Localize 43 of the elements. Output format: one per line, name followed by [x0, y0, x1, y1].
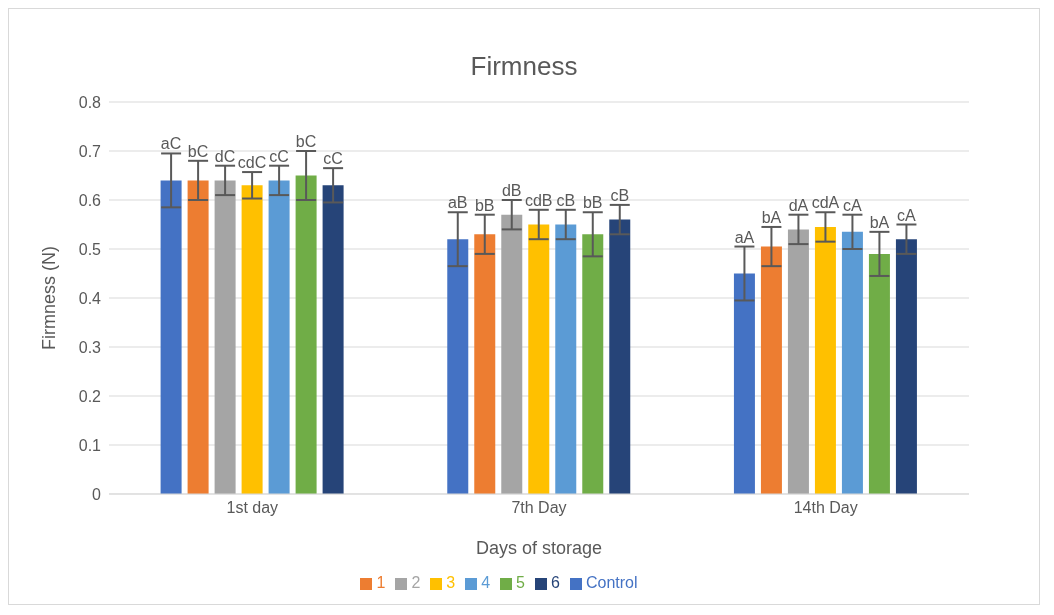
data-label: dA — [788, 196, 809, 214]
x-axis-title: Days of storage — [475, 538, 603, 558]
legend-label: 4 — [481, 574, 491, 591]
x-tick-label: 14th Day — [793, 499, 858, 517]
data-label: cdB — [524, 191, 553, 209]
data-label: cA — [843, 196, 863, 214]
y-tick-label: 0.3 — [78, 338, 102, 356]
data-label: cB — [556, 191, 576, 209]
data-label: bA — [761, 208, 782, 226]
legend-label: 1 — [376, 574, 386, 591]
y-tick-label: 0 — [92, 485, 102, 503]
y-tick-label: 0.4 — [78, 289, 102, 307]
legend-label: 2 — [411, 574, 421, 591]
legend-label: Control — [585, 574, 638, 591]
data-label: cdA — [811, 194, 840, 212]
y-axis-title: Firmness (N) — [39, 246, 60, 350]
data-label: cA — [897, 206, 917, 224]
data-label: cC — [323, 150, 343, 168]
legend-label: 3 — [446, 574, 456, 591]
x-tick-label: 1st day — [226, 499, 279, 517]
data-label: dB — [501, 182, 522, 199]
x-tick-label: 7th Day — [511, 499, 567, 517]
data-label: cC — [269, 147, 289, 165]
y-tick-label: 0.2 — [78, 387, 102, 405]
data-label: cdC — [237, 154, 267, 172]
data-label: bA — [869, 213, 890, 231]
data-label: aC — [160, 135, 182, 153]
data-label: bB — [582, 194, 603, 212]
chart-title: Firmness — [469, 51, 579, 82]
data-label: aB — [447, 194, 468, 212]
data-label: cB — [610, 186, 630, 204]
y-tick-label: 0.6 — [78, 191, 102, 209]
legend-label: 6 — [551, 574, 560, 591]
data-label: bC — [295, 133, 317, 150]
data-label: aA — [734, 228, 755, 246]
legend-label: 5 — [516, 574, 526, 591]
data-label: dC — [214, 147, 236, 165]
data-label: bB — [474, 196, 495, 214]
y-tick-label: 0.8 — [78, 93, 102, 111]
y-tick-label: 0.7 — [78, 142, 102, 160]
y-tick-label: 0.5 — [78, 240, 102, 258]
y-tick-label: 0.1 — [78, 436, 102, 454]
data-label: bC — [187, 142, 209, 160]
